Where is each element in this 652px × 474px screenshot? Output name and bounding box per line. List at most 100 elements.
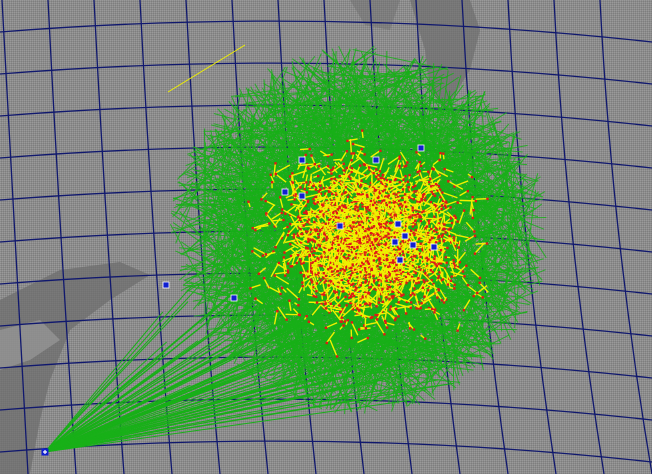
vector-arrow: [412, 303, 421, 309]
vector-head: [389, 280, 392, 284]
vector-arrow: [310, 230, 325, 236]
vector-head: [286, 225, 289, 229]
vector-head: [332, 218, 335, 221]
vector-head: [354, 232, 358, 235]
vector-head: [344, 266, 348, 269]
vector-head: [323, 256, 327, 259]
vector-arrow: [392, 208, 395, 219]
vector-head: [442, 240, 446, 243]
vector-head: [355, 286, 358, 290]
vector-arrow: [335, 308, 344, 311]
vector-head: [392, 295, 395, 298]
vector-arrow: [428, 216, 443, 224]
vector-head: [412, 185, 415, 189]
vector-head: [438, 158, 441, 162]
vector-head: [364, 274, 368, 277]
vector-head: [447, 180, 450, 183]
vector-head: [317, 190, 320, 193]
vector-head: [399, 202, 402, 206]
vector-head: [388, 308, 392, 311]
vector-arrow: [320, 251, 325, 266]
vector-head: [365, 237, 369, 241]
vector-head: [453, 214, 456, 218]
vector-head: [366, 234, 370, 238]
link-line: [251, 261, 266, 377]
vector-arrow: [339, 217, 354, 223]
vector-head: [395, 263, 398, 267]
link-line: [255, 275, 419, 381]
vector-head: [440, 207, 443, 211]
vector-head: [265, 212, 268, 215]
vector-head: [373, 246, 376, 250]
vector-head: [443, 167, 446, 171]
vector-arrow: [295, 181, 307, 184]
vector-arrow: [391, 307, 399, 317]
vector-head: [395, 269, 398, 272]
vector-head: [432, 229, 436, 233]
vector-head: [453, 266, 457, 269]
vector-head: [415, 267, 418, 270]
vector-head: [352, 225, 355, 228]
vector-head: [373, 189, 376, 192]
vector-head: [444, 201, 447, 204]
vector-head: [357, 192, 360, 196]
vector-head: [431, 260, 435, 264]
vector-head: [438, 227, 442, 230]
vector-arrow: [379, 197, 395, 203]
vector-arrow: [418, 239, 431, 247]
vector-head: [325, 210, 328, 214]
vector-head: [394, 213, 397, 216]
vector-arrow: [323, 227, 334, 235]
vector-arrow: [281, 208, 297, 218]
vector-head: [378, 257, 382, 260]
vector-head: [421, 195, 424, 199]
vector-arrow: [402, 201, 406, 212]
vector-arrow: [305, 193, 321, 198]
vector-arrow: [300, 189, 307, 193]
vector-arrow: [290, 217, 301, 227]
vector-head: [364, 235, 367, 239]
vector-head: [318, 229, 322, 233]
vector-arrow: [467, 285, 478, 294]
vector-head: [423, 257, 427, 261]
vector-head: [343, 285, 346, 288]
vector-arrow: [418, 170, 426, 186]
vector-head: [359, 297, 362, 300]
vector-arrow: [365, 286, 368, 294]
vector-arrow: [330, 163, 344, 174]
vector-head: [390, 187, 393, 190]
vector-head: [403, 209, 406, 212]
vector-arrow: [321, 192, 328, 205]
vector-head: [354, 205, 357, 208]
link-line: [439, 298, 477, 337]
vector-head: [364, 276, 367, 280]
link-line: [169, 224, 256, 380]
vector-arrow: [425, 174, 442, 185]
vector-head: [370, 267, 373, 271]
vector-head: [296, 232, 300, 235]
vector-head: [367, 282, 370, 285]
vector-head: [435, 230, 439, 234]
meridian-line: [599, 0, 652, 474]
vector-arrow: [392, 281, 405, 292]
vector-head: [296, 242, 299, 245]
vector-head: [318, 181, 322, 184]
vector-head: [366, 216, 369, 220]
vector-arrow: [458, 210, 465, 224]
vector-head: [284, 212, 287, 215]
vector-arrow: [265, 200, 276, 207]
vector-head: [428, 238, 432, 242]
vector-head: [335, 355, 339, 358]
vector-head: [434, 183, 438, 186]
vector-head: [441, 191, 444, 194]
vector-head: [320, 203, 324, 206]
vector-arrow: [441, 191, 458, 199]
vector-head: [349, 231, 352, 234]
vector-head: [363, 267, 367, 270]
vector-arrow: [374, 187, 385, 191]
vector-head: [249, 287, 252, 290]
link-line: [178, 181, 267, 258]
vector-head: [427, 258, 430, 261]
